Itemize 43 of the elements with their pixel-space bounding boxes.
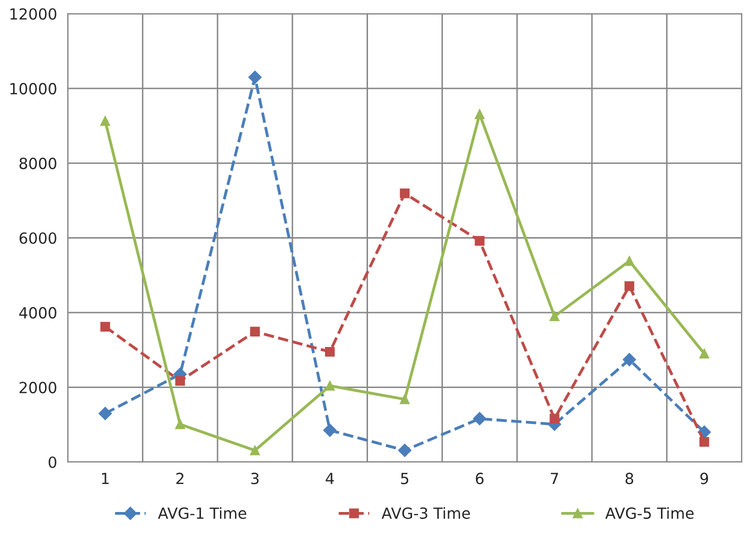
point: [550, 311, 560, 322]
x-tick-label: 4: [326, 472, 334, 484]
point: [550, 414, 560, 424]
point: [324, 380, 335, 391]
point: [622, 353, 636, 366]
legend-label: AVG-3 Time: [382, 507, 470, 519]
point: [175, 376, 185, 386]
point: [400, 188, 410, 198]
x-tick-label: 2: [176, 472, 184, 484]
y-tick-label: 12000: [10, 8, 56, 20]
point: [474, 109, 484, 120]
point: [624, 256, 634, 266]
point: [250, 446, 260, 456]
x-tick-label: 9: [700, 472, 708, 484]
point: [699, 348, 710, 359]
x-tick-label: 5: [401, 472, 408, 484]
x-tick-label: 7: [550, 472, 558, 484]
x-tick-label: 3: [251, 472, 259, 484]
point: [323, 424, 336, 437]
point: [400, 394, 410, 404]
point: [100, 322, 110, 332]
point: [474, 236, 484, 246]
y-tick-label: 2000: [20, 382, 56, 394]
x-tick-label: 8: [626, 472, 634, 484]
point: [250, 326, 260, 336]
y-tick-label: 0: [48, 456, 56, 468]
point: [175, 419, 185, 430]
point: [699, 436, 710, 447]
x-tick-label: 1: [102, 472, 109, 484]
point: [100, 116, 110, 126]
point: [98, 406, 112, 420]
point: [248, 70, 262, 84]
point: [624, 281, 634, 291]
y-tick-label: 4000: [19, 307, 56, 319]
point: [398, 444, 412, 458]
point: [324, 346, 335, 357]
legend-label: AVG-5 Time: [605, 507, 694, 519]
y-tick-label: 10000: [10, 82, 56, 94]
x-tick-label: 6: [476, 472, 484, 484]
legend-label: AVG-1 Time: [158, 507, 246, 519]
y-tick-label: 6000: [20, 232, 56, 244]
point: [473, 412, 486, 426]
y-tick-label: 8000: [20, 158, 56, 170]
